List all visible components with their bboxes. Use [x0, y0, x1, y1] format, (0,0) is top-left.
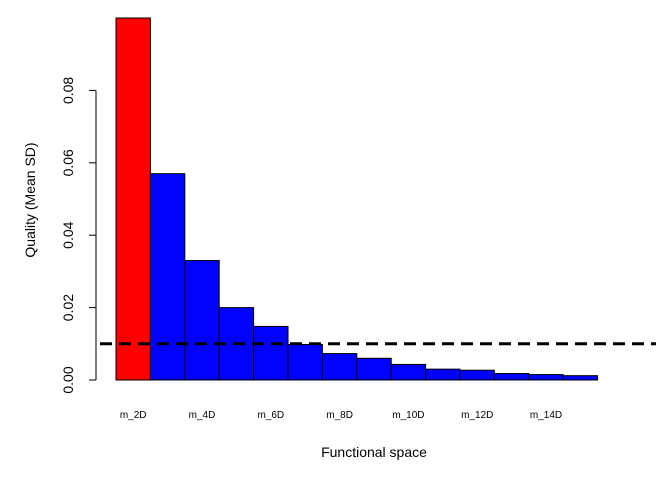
- x-axis-label: Functional space: [321, 444, 427, 460]
- x-category-labels: m_2D m_4D m_6D m_8D m_10D m_12D m_14D: [120, 410, 562, 421]
- y-tick-label: 0.06: [60, 149, 76, 176]
- bar-m_3D: [149, 173, 186, 381]
- y-axis: 0.00 0.02 0.04 0.06 0.08: [60, 77, 97, 394]
- y-tick-label: 0.02: [60, 294, 76, 321]
- bar-m_15D: [562, 375, 599, 381]
- x-category-label: m_8D: [326, 410, 353, 421]
- x-category-label: m_12D: [461, 410, 493, 421]
- x-category-label: m_10D: [392, 410, 424, 421]
- bar-m_13D: [493, 372, 530, 381]
- y-axis-label: Quality (Mean SD): [22, 142, 38, 257]
- y-tick-label: 0.08: [60, 77, 76, 104]
- y-tick-label: 0.00: [60, 366, 76, 393]
- bar-m_2D: [115, 17, 151, 381]
- bar-m_10D: [390, 363, 427, 381]
- x-category-label: m_6D: [257, 410, 284, 421]
- bars-group: [115, 17, 599, 381]
- bar-m_9D: [356, 357, 392, 381]
- x-category-label: m_14D: [530, 410, 562, 421]
- bar-m_8D: [321, 353, 358, 381]
- bar-m_4D: [184, 260, 220, 381]
- x-category-label: m_4D: [189, 410, 216, 421]
- bar-m_7D: [287, 344, 323, 381]
- bar-m_12D: [459, 369, 495, 381]
- x-category-label: m_2D: [120, 410, 147, 421]
- y-tick-label: 0.04: [60, 221, 76, 248]
- bar-m_6D: [253, 325, 289, 381]
- bar-m_11D: [425, 368, 461, 381]
- bar-m_14D: [528, 374, 564, 381]
